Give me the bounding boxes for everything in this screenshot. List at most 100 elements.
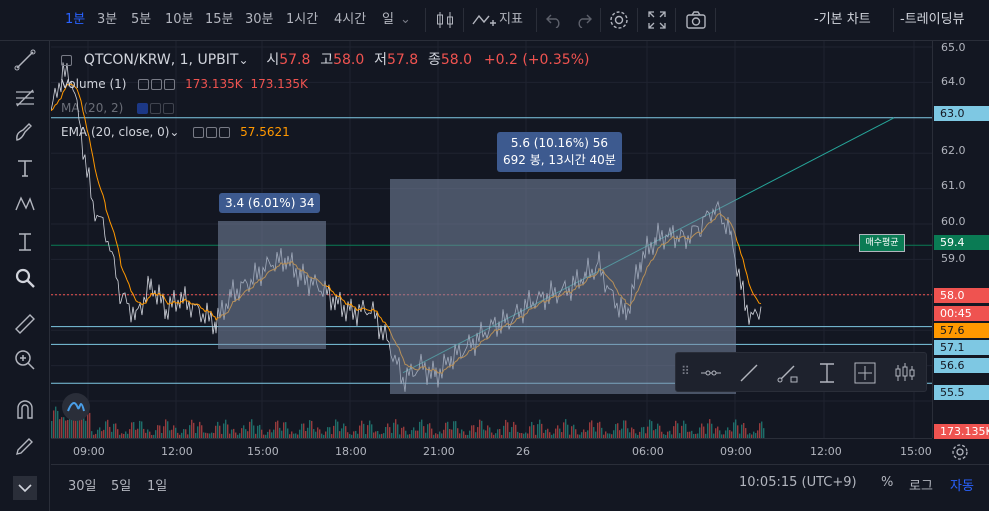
ma-study-label[interactable]: MA (20, 2) bbox=[61, 101, 124, 115]
interval-30m[interactable]: 30분 bbox=[245, 12, 274, 27]
collapse-legend-icon[interactable] bbox=[61, 55, 72, 66]
measure-label-1: 3.4 (6.01%) 34 bbox=[219, 193, 321, 213]
close-icon[interactable] bbox=[219, 127, 231, 138]
interval-1h[interactable]: 1시간 bbox=[286, 12, 319, 27]
close-icon[interactable] bbox=[163, 103, 175, 114]
horizontal-ray-icon[interactable] bbox=[698, 360, 724, 386]
interval-1m[interactable]: 1분 bbox=[65, 12, 86, 27]
volume-bar bbox=[763, 428, 765, 438]
interval-3m[interactable]: 3분 bbox=[97, 12, 118, 27]
interval-5m[interactable]: 5분 bbox=[131, 12, 152, 27]
collapse-icon[interactable] bbox=[13, 476, 37, 500]
gear-icon[interactable] bbox=[151, 79, 163, 90]
volume-bar bbox=[631, 427, 633, 438]
zoom-in-icon[interactable] bbox=[13, 348, 37, 372]
interval-15m[interactable]: 15분 bbox=[205, 12, 234, 27]
magnet-icon[interactable] bbox=[13, 398, 37, 422]
interval-4h[interactable]: 4시간 bbox=[334, 12, 367, 27]
volume-bar bbox=[423, 426, 425, 438]
gear-icon[interactable] bbox=[150, 103, 162, 114]
volume-bar bbox=[335, 419, 337, 438]
volume-bar bbox=[497, 429, 499, 438]
fib-tool-icon[interactable] bbox=[13, 86, 37, 110]
ema-dropdown-icon[interactable]: ⌄ bbox=[169, 125, 180, 139]
range-30d[interactable]: 30일 bbox=[68, 479, 97, 494]
volume-bar bbox=[413, 427, 415, 438]
date-price-range-icon[interactable] bbox=[852, 360, 878, 386]
candles-icon[interactable] bbox=[434, 10, 456, 30]
ema-study-label[interactable]: EMA (20, close, 0) bbox=[61, 125, 170, 139]
toolbar-divider bbox=[425, 8, 426, 32]
range-5d[interactable]: 5일 bbox=[111, 479, 132, 494]
volume-bar bbox=[583, 429, 585, 438]
volume-bar bbox=[273, 429, 275, 438]
volume-bar bbox=[303, 423, 305, 438]
volume-bar bbox=[571, 426, 573, 438]
volume-bar bbox=[351, 434, 353, 438]
ray-tool-icon[interactable] bbox=[774, 360, 800, 386]
close-label: 종 bbox=[428, 52, 441, 68]
volume-bar bbox=[673, 426, 675, 438]
close-icon[interactable] bbox=[164, 79, 176, 90]
volume-bar bbox=[149, 431, 151, 438]
volume-bar bbox=[515, 424, 517, 438]
interval-10m[interactable]: 10분 bbox=[165, 12, 194, 27]
price-axis[interactable]: 65.0 64.0 62.0 61.0 60.0 59.0 63.0 59.4 … bbox=[932, 41, 989, 439]
volume-bar bbox=[461, 429, 463, 438]
settings-gear-icon[interactable] bbox=[608, 9, 630, 31]
redo-icon[interactable] bbox=[575, 12, 593, 28]
volume-bar bbox=[193, 422, 195, 438]
camera-icon[interactable] bbox=[685, 10, 707, 30]
volume-bar bbox=[703, 426, 705, 438]
drag-handle-icon[interactable]: ⠿ bbox=[681, 364, 690, 378]
volume-bar bbox=[541, 423, 543, 438]
ruler-icon[interactable] bbox=[13, 312, 37, 336]
gear-icon[interactable] bbox=[206, 127, 218, 138]
lock-pen-icon[interactable] bbox=[13, 434, 37, 458]
undo-icon[interactable] bbox=[545, 12, 563, 28]
avg-buy-label[interactable]: 매수평균 bbox=[859, 234, 905, 252]
tradingview-button[interactable]: -트레이딩뷰 bbox=[900, 12, 965, 27]
auto-toggle[interactable]: 자동 bbox=[950, 479, 974, 494]
range-1d[interactable]: 1일 bbox=[147, 479, 168, 494]
low-value: 57.8 bbox=[387, 52, 419, 68]
time-axis[interactable]: 09:00 12:00 15:00 18:00 21:00 26 06:00 0… bbox=[51, 438, 932, 464]
volume-bar bbox=[523, 433, 525, 438]
indicators-button[interactable]: 지표 bbox=[499, 12, 523, 27]
volume-bar bbox=[83, 411, 85, 438]
bars-pattern-icon[interactable] bbox=[892, 360, 918, 386]
line-tool-icon[interactable] bbox=[736, 360, 762, 386]
indicators-icon[interactable] bbox=[472, 11, 496, 29]
axis-settings-gear-icon[interactable] bbox=[950, 442, 970, 462]
trend-line-icon[interactable] bbox=[13, 48, 37, 72]
symbol-dropdown-icon[interactable]: ⌄ bbox=[238, 53, 249, 67]
brush-icon[interactable] bbox=[13, 120, 37, 144]
log-toggle[interactable]: 로그 bbox=[909, 479, 933, 494]
volume-bar bbox=[359, 425, 361, 438]
volume-bar bbox=[111, 431, 113, 438]
volume-bar bbox=[207, 433, 209, 438]
measure-box-1[interactable] bbox=[218, 221, 326, 349]
symbol-name[interactable]: QTCON/KRW, 1, UPBIT bbox=[83, 52, 239, 68]
projection-icon[interactable] bbox=[13, 230, 37, 254]
eye-icon[interactable] bbox=[138, 79, 150, 90]
volume-bar bbox=[79, 408, 81, 438]
price-range-icon[interactable] bbox=[814, 360, 840, 386]
interval-1d[interactable]: 일 bbox=[382, 12, 394, 27]
percent-toggle[interactable]: % bbox=[881, 475, 894, 490]
volume-study-label[interactable]: Volume (1) bbox=[61, 77, 127, 91]
text-tool-icon[interactable] bbox=[13, 156, 37, 180]
clock-timezone[interactable]: 10:05:15 (UTC+9) bbox=[739, 475, 857, 490]
volume-bar bbox=[299, 429, 301, 438]
eye-icon[interactable] bbox=[193, 127, 205, 138]
volume-bar bbox=[155, 430, 157, 438]
magnifier-icon[interactable] bbox=[13, 266, 37, 290]
hidden-eye-icon[interactable] bbox=[137, 103, 149, 114]
interval-dropdown-icon[interactable]: ⌄ bbox=[400, 12, 411, 27]
pattern-icon[interactable] bbox=[13, 192, 37, 216]
fullscreen-icon[interactable] bbox=[647, 10, 667, 30]
volume-bar bbox=[459, 433, 461, 438]
volume-bar bbox=[65, 420, 67, 438]
basic-chart-button[interactable]: -기본 차트 bbox=[814, 12, 871, 27]
volume-bar bbox=[467, 434, 469, 438]
